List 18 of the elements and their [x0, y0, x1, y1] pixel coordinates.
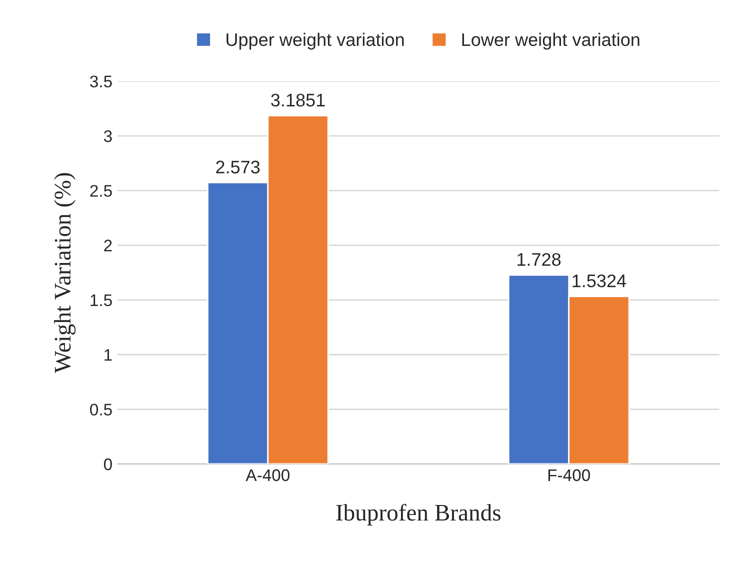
y-tick-label: 2.5 [90, 184, 112, 197]
data-label: 3.1851 [271, 94, 325, 107]
y-tick-label: 0 [104, 458, 112, 470]
y-tick-label: 2 [104, 240, 112, 252]
data-label: 2.573 [216, 160, 260, 174]
x-tick-label: F-400 [548, 469, 590, 482]
y-tick-label: 0.5 [90, 404, 112, 416]
legend-label: Upper weight variation [226, 32, 404, 50]
legend-label: Lower weight variation [462, 32, 640, 50]
y-tick-label: 3.5 [90, 76, 112, 88]
x-axis-title: Ibuprofen Brands [336, 504, 500, 526]
y-tick-label: 1 [104, 349, 112, 361]
y-tick-label: 1.5 [90, 294, 112, 306]
y-tick-label: 3 [104, 130, 112, 142]
x-tick-label: A-400 [246, 469, 290, 482]
data-label: 1.728 [518, 253, 561, 266]
data-label: 1.5324 [572, 274, 626, 288]
y-axis-title: Weight Variation (%) [54, 173, 76, 374]
